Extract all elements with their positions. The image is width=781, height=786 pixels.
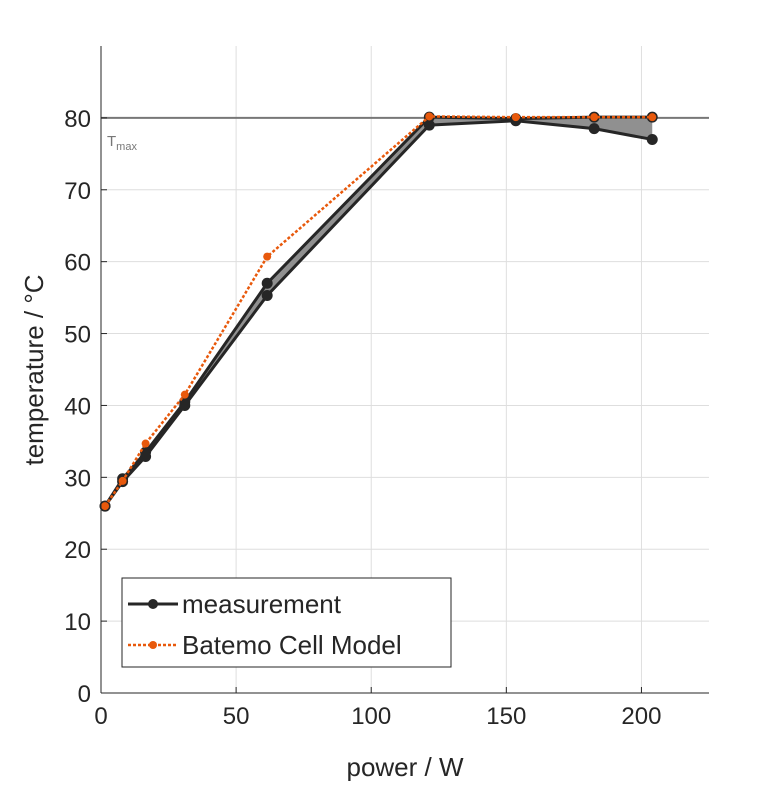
measurement-lower-point [588,123,600,135]
measurement-lower-point [140,450,152,462]
y-tick-label: 60 [64,250,91,277]
model-point [425,112,434,121]
tmax-label: Tmax [107,133,137,153]
y-axis-label: temperature / °C [19,274,49,465]
y-tick-label: 40 [64,393,91,420]
x-axis-label: power / W [346,752,463,781]
y-tick-label: 20 [64,537,91,564]
y-tick-label: 50 [64,322,91,349]
measurement-lower-point [423,119,435,131]
x-tick-label: 150 [486,703,526,730]
y-tick-label: 10 [64,609,91,636]
y-tick-label: 30 [64,465,91,492]
legend-measurement-label: measurement [182,589,342,619]
measurement-upper-point [261,277,273,289]
legend-model-label: Batemo Cell Model [182,630,402,660]
model-point [590,113,599,122]
legend-measurement-marker [148,599,158,609]
measurement-lower-point [646,133,658,145]
measurement-lower-line [103,119,653,507]
model-point [118,476,127,485]
model-point [511,113,520,122]
y-tick-label: 0 [78,681,91,708]
model-point [180,390,189,399]
x-tick-label: 50 [223,703,250,730]
x-tick-label: 200 [621,703,661,730]
model-point [263,252,272,261]
model-point [101,502,110,511]
legend-model-marker [149,641,157,649]
y-tick-label: 70 [64,178,91,205]
model-point [141,439,150,448]
measurement-lower-point [261,289,273,301]
measurement-band [105,117,653,507]
measurement-lower-point [179,399,191,411]
x-tick-label: 0 [94,703,107,730]
model-point [648,113,657,122]
x-tick-label: 100 [351,703,391,730]
y-tick-label: 80 [64,106,91,133]
legend: measurement Batemo Cell Model [121,577,452,668]
